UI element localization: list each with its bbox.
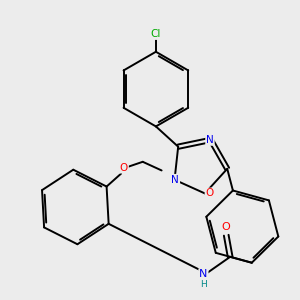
Text: N: N [172,175,179,185]
Text: O: O [222,222,231,233]
Text: Cl: Cl [151,29,161,39]
Text: N: N [199,269,208,279]
Text: O: O [206,188,214,198]
Text: H: H [200,280,207,289]
Text: O: O [120,163,128,173]
Text: N: N [206,135,214,145]
